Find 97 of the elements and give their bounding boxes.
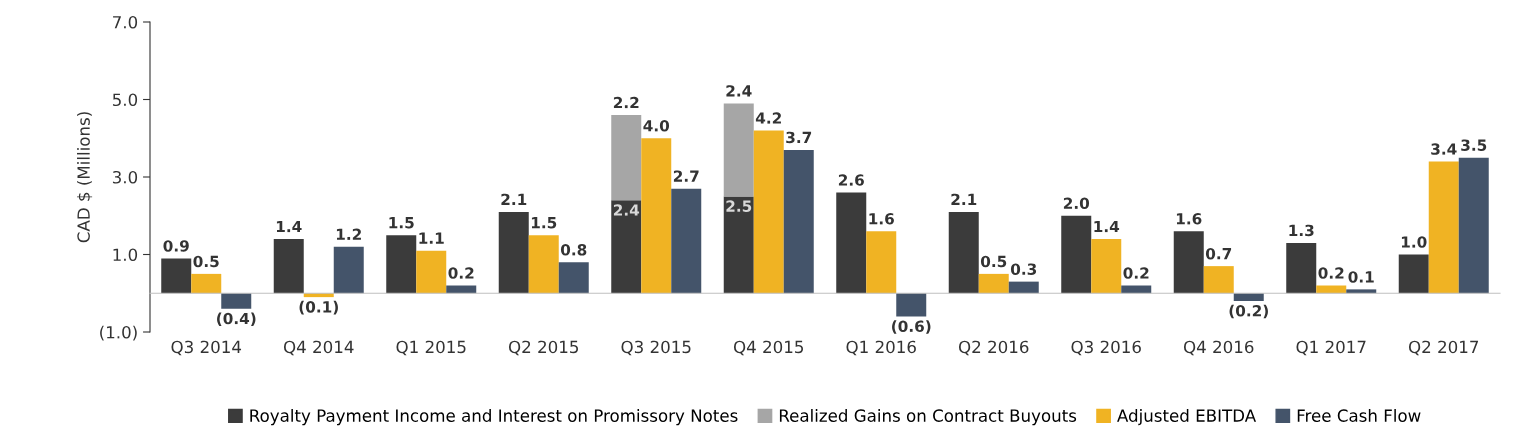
bar xyxy=(1061,215,1092,294)
data-label: 1.4 xyxy=(1094,220,1120,233)
bar xyxy=(866,231,897,294)
bar xyxy=(1428,161,1459,294)
data-label: 2.5 xyxy=(726,200,752,212)
x-tick-label: Q3 2015 xyxy=(621,340,691,356)
data-label: (0.4) xyxy=(217,312,256,327)
data-label: 0.1 xyxy=(1348,271,1374,283)
x-tick-label: Q1 2016 xyxy=(846,340,916,356)
bar xyxy=(1286,242,1317,294)
data-label: 2.1 xyxy=(951,193,977,205)
data-label: 2.2 xyxy=(613,96,639,109)
bar xyxy=(528,235,559,294)
data-label: 2.0 xyxy=(1063,197,1090,210)
x-tick-label: Q4 2016 xyxy=(1183,340,1254,356)
bar xyxy=(1458,157,1489,294)
bar xyxy=(1398,254,1429,294)
data-label: 4.2 xyxy=(755,112,781,124)
bar xyxy=(1346,289,1377,294)
bar xyxy=(558,262,589,294)
x-tick-label: Q3 2014 xyxy=(171,340,242,356)
bar xyxy=(1203,266,1234,294)
x-tick-label: Q1 2017 xyxy=(1296,340,1366,356)
data-label: 0.5 xyxy=(193,255,219,268)
x-tick-label: Q4 2015 xyxy=(733,340,804,356)
data-label: (0.1) xyxy=(299,300,338,315)
data-label: 2.4 xyxy=(726,85,752,97)
y-tick-label: 3.0 xyxy=(112,170,138,184)
bar xyxy=(611,115,642,201)
data-label: 1.3 xyxy=(1289,224,1314,237)
data-label: 3.5 xyxy=(1461,139,1487,151)
bar xyxy=(1173,231,1204,294)
bar xyxy=(221,293,252,309)
data-label: 0.9 xyxy=(163,240,189,252)
x-tick-label: Q4 2014 xyxy=(283,340,354,356)
bar xyxy=(723,103,754,197)
data-label: 0.5 xyxy=(980,255,1007,268)
data-label: 0.2 xyxy=(1123,267,1149,279)
data-label: 2.7 xyxy=(673,170,699,182)
x-tick-label: Q2 2016 xyxy=(958,340,1029,356)
x-tick-label: Q2 2017 xyxy=(1408,340,1479,356)
bar xyxy=(191,273,222,294)
bar xyxy=(753,130,784,294)
data-label: 0.8 xyxy=(560,244,587,256)
x-tick-label: Q3 2016 xyxy=(1071,340,1141,356)
bar xyxy=(978,273,1009,294)
bar xyxy=(161,258,192,294)
y-tick-label: 7.0 xyxy=(113,15,138,29)
y-tick-label: 1.0 xyxy=(113,248,138,262)
data-label: 0.2 xyxy=(448,267,474,279)
bar xyxy=(641,138,672,294)
data-label: 1.6 xyxy=(869,213,894,225)
bar xyxy=(723,196,754,294)
bar xyxy=(498,211,529,294)
data-label: 1.2 xyxy=(336,228,361,240)
bar xyxy=(1121,285,1152,294)
bar xyxy=(446,285,477,294)
bar xyxy=(1316,285,1347,294)
data-label: 0.7 xyxy=(1205,247,1232,260)
bar xyxy=(386,235,417,294)
data-label: 0.3 xyxy=(1010,263,1037,275)
bar xyxy=(783,149,814,294)
data-label: (0.2) xyxy=(1229,304,1268,319)
y-tick-label: 5.0 xyxy=(112,93,138,107)
x-tick-label: Q1 2015 xyxy=(396,340,466,356)
bar xyxy=(273,239,304,294)
bar xyxy=(1091,239,1122,294)
bar xyxy=(896,293,927,317)
data-label: 1.1 xyxy=(419,232,444,244)
data-label: 1.5 xyxy=(389,217,414,229)
bar xyxy=(416,250,447,294)
data-label: 0.2 xyxy=(1318,267,1344,279)
bar xyxy=(836,192,867,294)
data-label: 3.7 xyxy=(786,131,812,144)
legend-label: Free Cash Flow xyxy=(1297,409,1421,422)
data-label: 1.0 xyxy=(1401,236,1427,248)
y-tick-label: (1.0) xyxy=(100,325,137,341)
bar xyxy=(671,188,702,294)
legend-label: Realized Gains on Contract Buyouts xyxy=(779,409,1077,426)
data-label: (0.6) xyxy=(892,320,931,334)
x-tick-label: Q2 2015 xyxy=(508,340,579,356)
data-label: 4.0 xyxy=(643,120,670,132)
bar xyxy=(948,211,979,294)
legend-label: Royalty Payment Income and Interest on Promissory Notes xyxy=(250,409,738,426)
bar xyxy=(1008,281,1039,294)
bar xyxy=(611,200,642,294)
data-label: 2.6 xyxy=(838,174,864,186)
data-label: 1.5 xyxy=(531,217,557,229)
bar xyxy=(1233,293,1264,301)
data-label: 2.1 xyxy=(501,193,527,205)
y-axis-title: CAD $ (Millions) xyxy=(77,112,93,243)
data-label: 2.4 xyxy=(613,204,640,216)
data-label: 1.6 xyxy=(1176,213,1202,225)
data-label: 1.4 xyxy=(276,220,302,233)
bar xyxy=(333,246,364,294)
data-label: 3.4 xyxy=(1431,143,1457,155)
legend-label: Adjusted EBITDA xyxy=(1117,409,1257,426)
